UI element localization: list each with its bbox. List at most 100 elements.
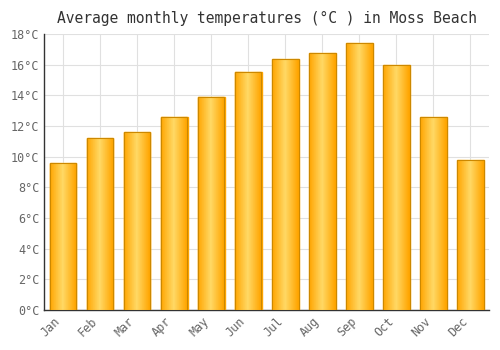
Bar [86,138,114,310]
Bar [173,117,174,310]
Bar [461,160,462,310]
Bar [295,59,296,310]
Bar [168,117,169,310]
Bar [261,72,262,310]
Bar [292,59,294,310]
Bar [281,59,282,310]
Bar [235,72,262,310]
Bar [51,163,52,310]
Bar [326,52,327,310]
Bar [187,117,188,310]
Bar [346,43,348,310]
Bar [102,138,104,310]
Bar [184,117,185,310]
Bar [319,52,320,310]
Bar [399,65,400,310]
Bar [332,52,333,310]
Bar [241,72,242,310]
Bar [245,72,246,310]
Bar [68,163,69,310]
Bar [457,160,458,310]
Bar [106,138,108,310]
Bar [145,132,146,310]
Bar [480,160,481,310]
Bar [54,163,55,310]
Bar [252,72,253,310]
Bar [167,117,168,310]
Bar [335,52,336,310]
Bar [346,43,372,310]
Bar [464,160,465,310]
Bar [255,72,256,310]
Bar [285,59,286,310]
Bar [138,132,139,310]
Bar [272,59,298,310]
Bar [135,132,136,310]
Bar [366,43,368,310]
Bar [249,72,250,310]
Bar [314,52,315,310]
Bar [203,97,204,310]
Bar [66,163,67,310]
Bar [398,65,399,310]
Bar [92,138,93,310]
Bar [219,97,220,310]
Bar [56,163,57,310]
Bar [88,138,90,310]
Bar [466,160,467,310]
Bar [426,117,428,310]
Bar [128,132,129,310]
Bar [291,59,292,310]
Bar [422,117,424,310]
Bar [322,52,323,310]
Bar [212,97,213,310]
Bar [98,138,99,310]
Bar [324,52,325,310]
Bar [394,65,395,310]
Bar [406,65,407,310]
Bar [94,138,96,310]
Bar [125,132,126,310]
Bar [176,117,177,310]
Bar [364,43,366,310]
Bar [460,160,461,310]
Bar [198,97,199,310]
Bar [210,97,211,310]
Bar [288,59,290,310]
Bar [137,132,138,310]
Bar [129,132,130,310]
Bar [297,59,298,310]
Bar [283,59,284,310]
Bar [112,138,113,310]
Bar [424,117,426,310]
Bar [61,163,62,310]
Bar [207,97,208,310]
Bar [127,132,128,310]
Bar [254,72,255,310]
Bar [317,52,318,310]
Bar [348,43,350,310]
Bar [444,117,446,310]
Bar [104,138,106,310]
Bar [325,52,326,310]
Bar [60,163,61,310]
Bar [126,132,127,310]
Bar [465,160,466,310]
Bar [392,65,393,310]
Bar [457,160,483,310]
Bar [272,59,274,310]
Bar [139,132,140,310]
Bar [472,160,473,310]
Bar [162,117,163,310]
Bar [180,117,181,310]
Bar [243,72,244,310]
Bar [50,163,51,310]
Bar [131,132,132,310]
Bar [247,72,248,310]
Bar [133,132,134,310]
Bar [420,117,446,310]
Bar [432,117,434,310]
Bar [467,160,468,310]
Bar [102,138,103,310]
Bar [90,138,92,310]
